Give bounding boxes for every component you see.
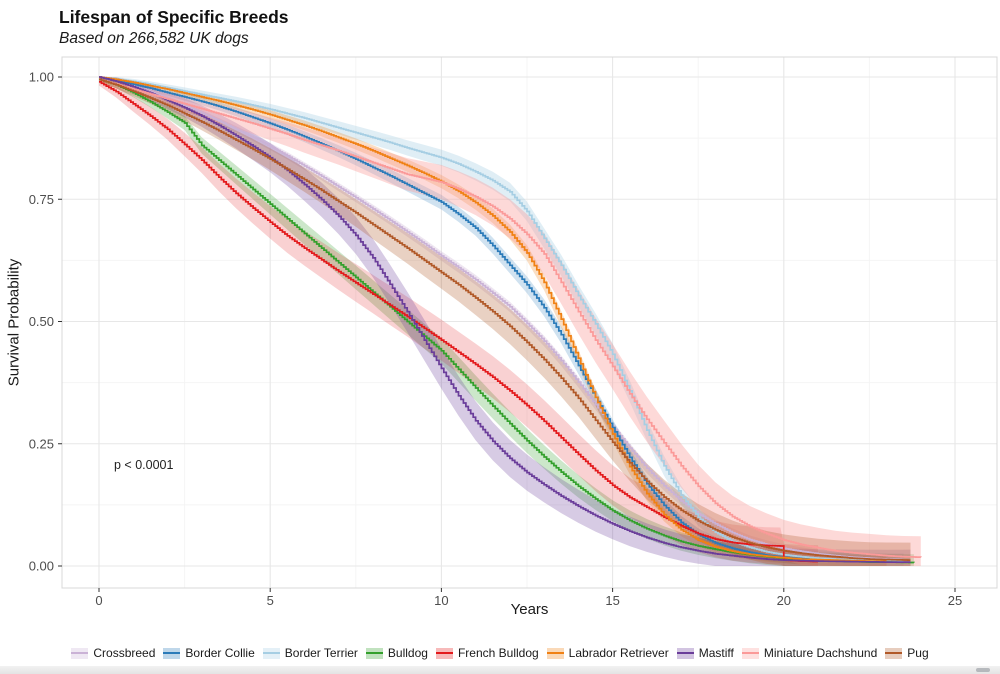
y-tick-label: 0.00 — [29, 559, 54, 574]
p-value-annotation: p < 0.0001 — [114, 458, 174, 472]
page-subtitle: Based on 266,582 UK dogs — [59, 30, 249, 47]
y-tick-label: 0.50 — [29, 314, 54, 329]
x-tick-label: 5 — [267, 593, 274, 608]
legend-item-border-terrier: Border Terrier — [262, 646, 358, 660]
ci-ribbon-mastiff — [99, 77, 911, 566]
legend-line-swatch — [435, 651, 453, 654]
legend-item-bulldog: Bulldog — [365, 646, 428, 660]
legend-label: French Bulldog — [457, 646, 539, 660]
legend-line-swatch — [262, 651, 280, 654]
survival-curve-mastiff — [99, 76, 911, 563]
legend-line-swatch — [676, 651, 694, 654]
survival-curve-border-terrier — [99, 76, 904, 562]
survival-curve-pug — [99, 78, 911, 561]
legend-item-pug: Pug — [885, 646, 929, 660]
legend-key-icon — [741, 647, 759, 659]
legend-key-icon — [71, 647, 89, 659]
legend-item-labrador-retriever: Labrador Retriever — [546, 646, 669, 660]
bottom-chrome-strip — [0, 666, 1000, 674]
x-tick-label: 20 — [777, 593, 791, 608]
legend-line-swatch — [885, 651, 903, 654]
legend-key-icon — [163, 647, 181, 659]
y-axis-title: Survival Probability — [5, 258, 23, 387]
page-title: Lifespan of Specific Breeds — [59, 7, 289, 27]
player-handle-mark — [976, 668, 990, 672]
x-tick-label: 25 — [948, 593, 962, 608]
ci-ribbon-bulldog — [99, 77, 914, 566]
plot-panel — [62, 57, 997, 588]
x-tick-label: 15 — [605, 593, 619, 608]
ci-ribbon-french-bulldog — [99, 78, 818, 566]
legend-item-miniature-dachshund: Miniature Dachshund — [741, 646, 878, 660]
survival-curve-crossbreed — [99, 76, 904, 561]
legend-label: Pug — [907, 646, 929, 660]
legend-line-swatch — [71, 651, 89, 654]
legend-label: Crossbreed — [93, 646, 156, 660]
legend-key-icon — [262, 647, 280, 659]
legend-key-icon — [885, 647, 903, 659]
legend-item-crossbreed: Crossbreed — [71, 646, 155, 660]
legend-item-french-bulldog: French Bulldog — [435, 646, 539, 660]
y-tick-label: 0.75 — [29, 192, 54, 207]
y-tick-label: 1.00 — [29, 70, 54, 85]
survival-curve-french-bulldog — [99, 81, 819, 563]
legend-key-icon — [365, 647, 383, 659]
x-tick-label: 10 — [434, 593, 448, 608]
legend-label: Miniature Dachshund — [763, 646, 878, 660]
x-tick-label: 0 — [95, 593, 102, 608]
x-axis-title: Years — [510, 601, 549, 618]
legend-line-swatch — [163, 651, 181, 654]
legend-key-icon — [676, 647, 694, 659]
survival-curve-labrador-retriever — [99, 76, 887, 562]
legend-key-icon — [435, 647, 453, 659]
survival-curve-miniature-dachshund — [99, 78, 922, 558]
legend-line-swatch — [741, 651, 759, 654]
legend-label: Border Terrier — [284, 646, 358, 660]
breed-legend: Crossbreed Border Collie Border Terrier Bul… — [0, 641, 1000, 665]
legend-item-border-collie: Border Collie — [163, 646, 255, 660]
legend-label: Labrador Retriever — [568, 646, 669, 660]
panel-border — [61, 56, 998, 589]
survival-curve-border-collie — [99, 76, 888, 563]
legend-line-swatch — [365, 651, 383, 654]
y-tick-label: 0.25 — [29, 436, 54, 451]
legend-label: Mastiff — [698, 646, 734, 660]
legend-label: Bulldog — [387, 646, 428, 660]
legend-line-swatch — [546, 651, 564, 654]
legend-key-icon — [546, 647, 564, 659]
legend-label: Border Collie — [185, 646, 255, 660]
legend-item-mastiff: Mastiff — [676, 646, 734, 660]
